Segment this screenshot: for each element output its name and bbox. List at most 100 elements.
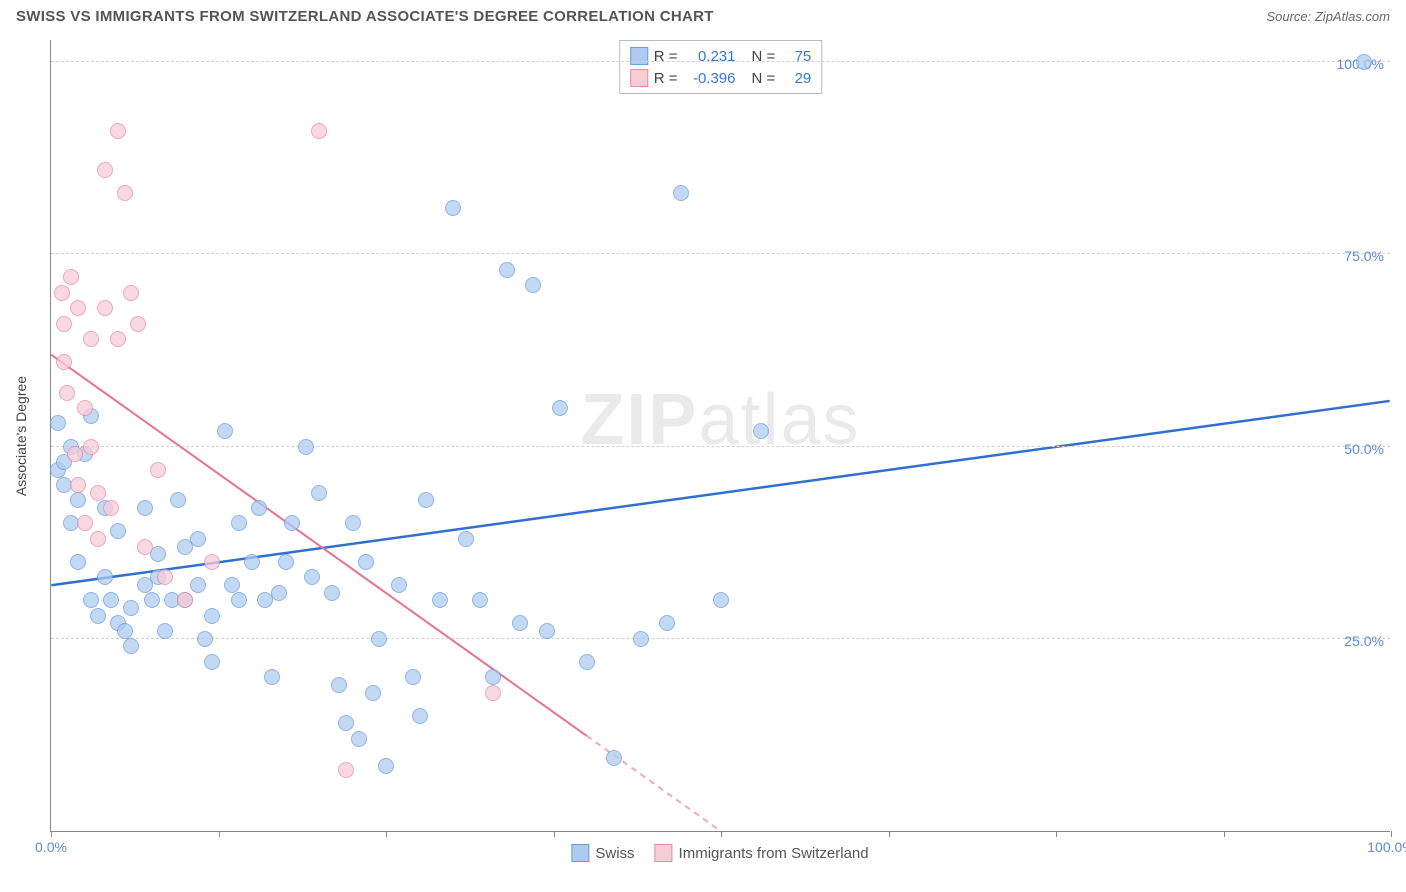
data-point [97,300,113,316]
data-point [170,492,186,508]
data-point [512,615,528,631]
data-point [338,715,354,731]
stats-row: R = -0.396 N = 29 [630,67,812,89]
x-tick [1391,831,1392,837]
data-point [753,423,769,439]
data-point [77,515,93,531]
data-point [177,592,193,608]
data-point [83,592,99,608]
data-point [204,554,220,570]
data-point [204,608,220,624]
data-point [67,446,83,462]
data-point [405,669,421,685]
data-point [137,539,153,555]
data-point [485,685,501,701]
data-point [110,123,126,139]
data-point [358,554,374,570]
legend-swatch [630,47,648,65]
chart-source: Source: ZipAtlas.com [1266,9,1390,24]
data-point [123,600,139,616]
data-point [123,285,139,301]
data-point [103,592,119,608]
data-point [224,577,240,593]
data-point [197,631,213,647]
data-point [713,592,729,608]
n-label: N = [752,70,776,87]
data-point [231,592,247,608]
data-point [552,400,568,416]
x-tick [721,831,722,837]
data-point [338,762,354,778]
data-point [244,554,260,570]
y-axis-title: Associate's Degree [13,375,29,495]
data-point [365,685,381,701]
chart-title: SWISS VS IMMIGRANTS FROM SWITZERLAND ASS… [16,8,714,25]
data-point [298,439,314,455]
data-point [378,758,394,774]
x-tick [1224,831,1225,837]
data-point [103,500,119,516]
data-point [70,300,86,316]
chart-header: SWISS VS IMMIGRANTS FROM SWITZERLAND ASS… [0,0,1406,29]
data-point [445,200,461,216]
data-point [190,577,206,593]
data-point [579,654,595,670]
stats-row: R =0.231N =75 [630,45,812,67]
data-point [217,423,233,439]
data-point [97,569,113,585]
legend-label: Immigrants from Switzerland [679,845,869,862]
data-point [251,500,267,516]
x-tick-label: 100.0% [1367,839,1406,855]
data-point [485,669,501,685]
stats-legend-box: R =0.231N =75 R = -0.396 N = 29 [619,40,823,94]
data-point [278,554,294,570]
data-point [157,569,173,585]
data-point [157,623,173,639]
data-point [371,631,387,647]
data-point [150,546,166,562]
watermark: ZIPatlas [580,379,860,461]
data-point [525,277,541,293]
legend-label: Swiss [595,845,634,862]
plot-area: ZIPatlas Associate's Degree R =0.231N =7… [50,40,1390,832]
data-point [351,731,367,747]
data-point [90,608,106,624]
data-point [110,523,126,539]
x-tick [219,831,220,837]
data-point [264,669,280,685]
x-tick [554,831,555,837]
data-point [412,708,428,724]
x-tick [1056,831,1057,837]
trend-lines [51,40,1390,831]
data-point [123,638,139,654]
data-point [70,477,86,493]
data-point [345,515,361,531]
data-point [204,654,220,670]
data-point [137,500,153,516]
data-point [54,285,70,301]
r-label: R = [654,70,678,87]
data-point [418,492,434,508]
data-point [499,262,515,278]
data-point [284,515,300,531]
legend-swatch [630,69,648,87]
x-tick [889,831,890,837]
n-value: 29 [781,70,811,87]
data-point [606,750,622,766]
data-point [63,269,79,285]
data-point [472,592,488,608]
data-point [458,531,474,547]
data-point [59,385,75,401]
data-point [231,515,247,531]
legend-item: Swiss [571,844,634,862]
x-tick [386,831,387,837]
data-point [673,185,689,201]
data-point [391,577,407,593]
data-point [90,485,106,501]
data-point [1356,54,1372,70]
data-point [190,531,206,547]
data-point [117,185,133,201]
data-point [150,462,166,478]
data-point [324,585,340,601]
r-value: -0.396 [684,70,736,87]
